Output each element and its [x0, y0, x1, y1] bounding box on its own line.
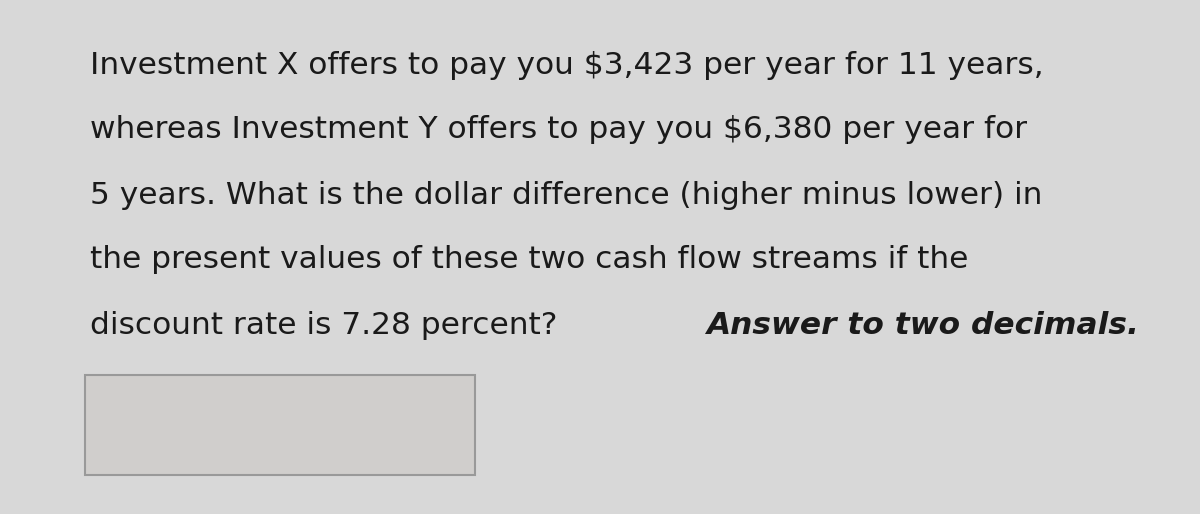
Text: the present values of these two cash flow streams if the: the present values of these two cash flo…: [90, 246, 968, 274]
Text: discount rate is 7.28 percent?: discount rate is 7.28 percent?: [90, 310, 568, 340]
Text: Investment X offers to pay you $3,423 per year for 11 years,: Investment X offers to pay you $3,423 pe…: [90, 50, 1044, 80]
Text: whereas Investment Y offers to pay you $6,380 per year for: whereas Investment Y offers to pay you $…: [90, 116, 1027, 144]
Bar: [85, 375, 475, 475]
Text: Answer to two decimals.: Answer to two decimals.: [706, 310, 1139, 340]
Text: 5 years. What is the dollar difference (higher minus lower) in: 5 years. What is the dollar difference (…: [90, 180, 1043, 210]
